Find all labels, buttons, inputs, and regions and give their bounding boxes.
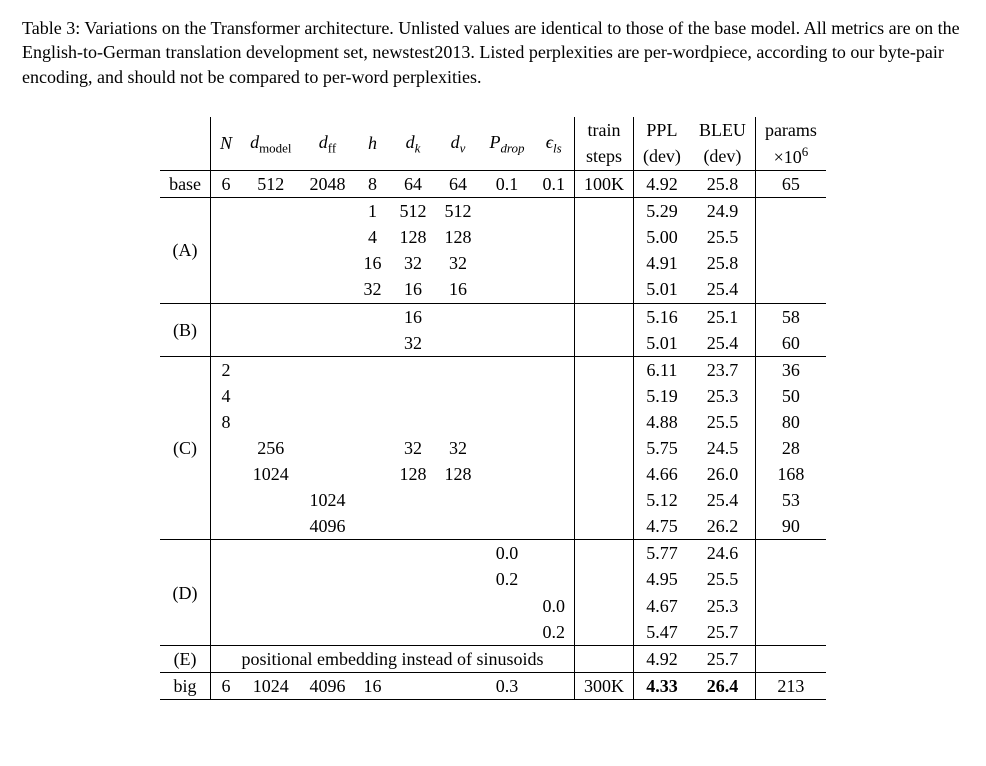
col-params-bot: ×106 xyxy=(755,143,825,171)
row-B2: 32 5.01 25.4 60 xyxy=(160,330,826,357)
table-caption: Table 3: Variations on the Transformer a… xyxy=(22,16,964,89)
col-bleu-top: BLEU xyxy=(690,117,756,143)
col-experiment xyxy=(160,117,210,171)
col-dv: dv xyxy=(435,117,480,171)
col-ppl-bot: (dev) xyxy=(633,143,689,171)
row-label: (B) xyxy=(160,303,210,356)
col-dff: dff xyxy=(300,117,354,171)
col-N: N xyxy=(211,117,242,171)
row-big: big 6 1024 4096 16 0.3 300K 4.33 26.4 21… xyxy=(160,672,826,699)
col-ppl-top: PPL xyxy=(633,117,689,143)
row-A2: 4 128 128 5.00 25.5 xyxy=(160,224,826,250)
row-C2: 4 5.19 25.3 50 xyxy=(160,383,826,409)
row-E: (E) positional embedding instead of sinu… xyxy=(160,645,826,672)
row-label: (D) xyxy=(160,540,210,645)
row-C3: 8 4.88 25.5 80 xyxy=(160,409,826,435)
row-label: (C) xyxy=(160,356,210,540)
row-label: (A) xyxy=(160,198,210,303)
positional-embedding-note: positional embedding instead of sinusoid… xyxy=(211,645,575,672)
row-base: base 6 512 2048 8 64 64 0.1 0.1 100K 4.9… xyxy=(160,171,826,198)
row-D3: 0.0 4.67 25.3 xyxy=(160,593,826,619)
row-D2: 0.2 4.95 25.5 xyxy=(160,566,826,592)
col-dmodel: dmodel xyxy=(241,117,300,171)
row-label: (E) xyxy=(160,645,210,672)
col-steps-bot: steps xyxy=(574,143,633,171)
header-row-1: N dmodel dff h dk dv Pdrop ϵls train PPL… xyxy=(160,117,826,143)
row-D4: 0.2 5.47 25.7 xyxy=(160,619,826,646)
row-A4: 32 16 16 5.01 25.4 xyxy=(160,276,826,303)
row-C5: 1024 128 128 4.66 26.0 168 xyxy=(160,461,826,487)
col-bleu-bot: (dev) xyxy=(690,143,756,171)
row-label: big xyxy=(160,672,210,699)
row-label: base xyxy=(160,171,210,198)
col-dk: dk xyxy=(390,117,435,171)
col-h: h xyxy=(354,117,390,171)
row-C1: (C) 2 6.11 23.7 36 xyxy=(160,356,826,383)
col-Pdrop: Pdrop xyxy=(480,117,533,171)
row-B1: (B) 16 5.16 25.1 58 xyxy=(160,303,826,330)
row-C6: 1024 5.12 25.4 53 xyxy=(160,487,826,513)
row-A1: (A) 1 512 512 5.29 24.9 xyxy=(160,198,826,225)
col-els: ϵls xyxy=(533,117,574,171)
row-D1: (D) 0.0 5.77 24.6 xyxy=(160,540,826,567)
variations-table: N dmodel dff h dk dv Pdrop ϵls train PPL… xyxy=(160,117,826,700)
row-A3: 16 32 32 4.91 25.8 xyxy=(160,250,826,276)
row-C4: 256 32 32 5.75 24.5 28 xyxy=(160,435,826,461)
col-params-top: params xyxy=(755,117,825,143)
col-steps-top: train xyxy=(574,117,633,143)
row-C7: 4096 4.75 26.2 90 xyxy=(160,513,826,540)
